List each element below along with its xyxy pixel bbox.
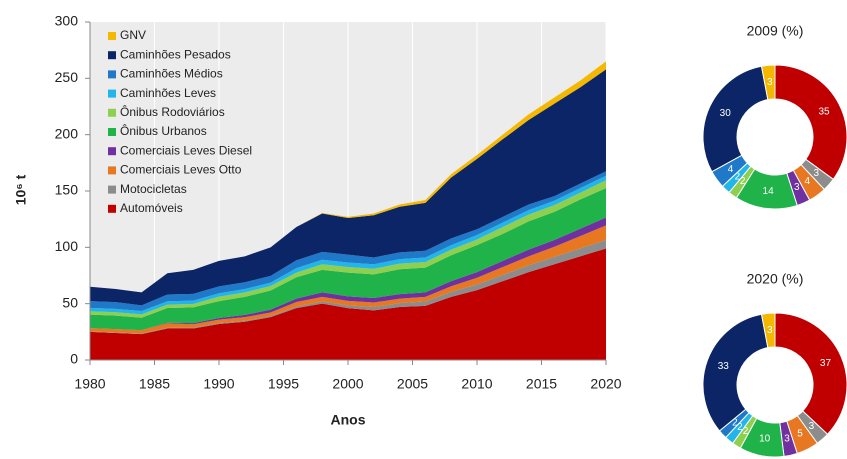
slice-label: 2 — [737, 422, 743, 433]
donut-title: 2009 (%) — [747, 23, 804, 39]
legend-swatch — [108, 32, 116, 40]
legend-swatch — [108, 204, 116, 213]
x-tick-label: 2020 — [590, 376, 621, 392]
legend-label: Comerciais Leves Diesel — [120, 143, 252, 157]
donut-slice — [760, 64, 776, 101]
slice-label: 37 — [820, 358, 832, 369]
legend-label: Caminhões Médios — [120, 67, 223, 81]
y-tick-label: 300 — [55, 13, 79, 29]
slice-label: 3 — [784, 433, 790, 444]
area — [90, 248, 606, 360]
legend-label: Caminhões Pesados — [120, 47, 231, 61]
legend-label: Caminhões Leves — [120, 86, 216, 100]
slice-label: 35 — [818, 107, 830, 118]
x-tick-label: 1985 — [139, 376, 170, 392]
y-axis-label: 10⁶ t — [13, 174, 29, 205]
slice-label: 3 — [809, 421, 815, 432]
x-tick-label: 1990 — [203, 376, 234, 392]
donut-slice — [702, 65, 769, 173]
x-axis-label: Anos — [331, 412, 366, 428]
legend-swatch — [108, 51, 116, 60]
x-tick-label: 2015 — [526, 376, 557, 392]
area — [90, 188, 606, 331]
slice-label: 4 — [728, 164, 734, 175]
donut-title: 2020 (%) — [747, 271, 804, 287]
legend-label: GNV — [120, 28, 146, 42]
legend-swatch — [108, 70, 116, 79]
legend-swatch — [108, 147, 116, 156]
legend-swatch — [108, 128, 116, 136]
legend-label: Ônibus Rodoviários — [120, 104, 225, 119]
y-tick-label: 50 — [62, 294, 78, 310]
donut-slice — [774, 64, 847, 181]
x-tick-label: 2000 — [332, 376, 363, 392]
slice-label: 14 — [763, 186, 775, 197]
x-tick-label: 2005 — [397, 376, 428, 392]
legend-label: Automóveis — [120, 201, 183, 215]
slice-label: 10 — [759, 434, 771, 445]
slice-label: 3 — [767, 77, 773, 88]
y-tick-label: 150 — [55, 182, 79, 198]
slice-label: 3 — [813, 168, 819, 179]
y-tick-label: 250 — [55, 69, 79, 85]
y-tick-label: 200 — [55, 125, 79, 141]
slice-label: 3 — [794, 182, 800, 193]
slice-label: 30 — [720, 108, 732, 119]
slice-label: 2 — [735, 172, 741, 183]
area — [90, 69, 606, 306]
y-tick-label: 0 — [70, 351, 78, 367]
slice-label: 2 — [732, 417, 738, 428]
donut-slice — [760, 312, 776, 349]
legend-swatch — [108, 108, 116, 117]
slice-label: 3 — [767, 325, 773, 336]
x-tick-label: 1980 — [74, 376, 105, 392]
legend-label: Ônibus Urbanos — [120, 123, 207, 138]
donut-slice — [774, 312, 847, 435]
legend-swatch — [108, 166, 116, 175]
slice-label: 5 — [797, 429, 803, 440]
legend-label: Comerciais Leves Otto — [120, 163, 242, 177]
slice-label: 33 — [718, 361, 730, 372]
donut-slice — [702, 313, 769, 432]
legend-swatch — [108, 89, 116, 98]
x-tick-label: 2010 — [461, 376, 492, 392]
legend-label: Motocicletas — [120, 182, 187, 196]
x-tick-label: 1995 — [268, 376, 299, 392]
slice-label: 2 — [740, 176, 746, 187]
legend-swatch — [108, 185, 116, 194]
slice-label: 4 — [805, 176, 811, 187]
slice-label: 2 — [743, 426, 749, 437]
y-tick-label: 100 — [55, 238, 79, 254]
